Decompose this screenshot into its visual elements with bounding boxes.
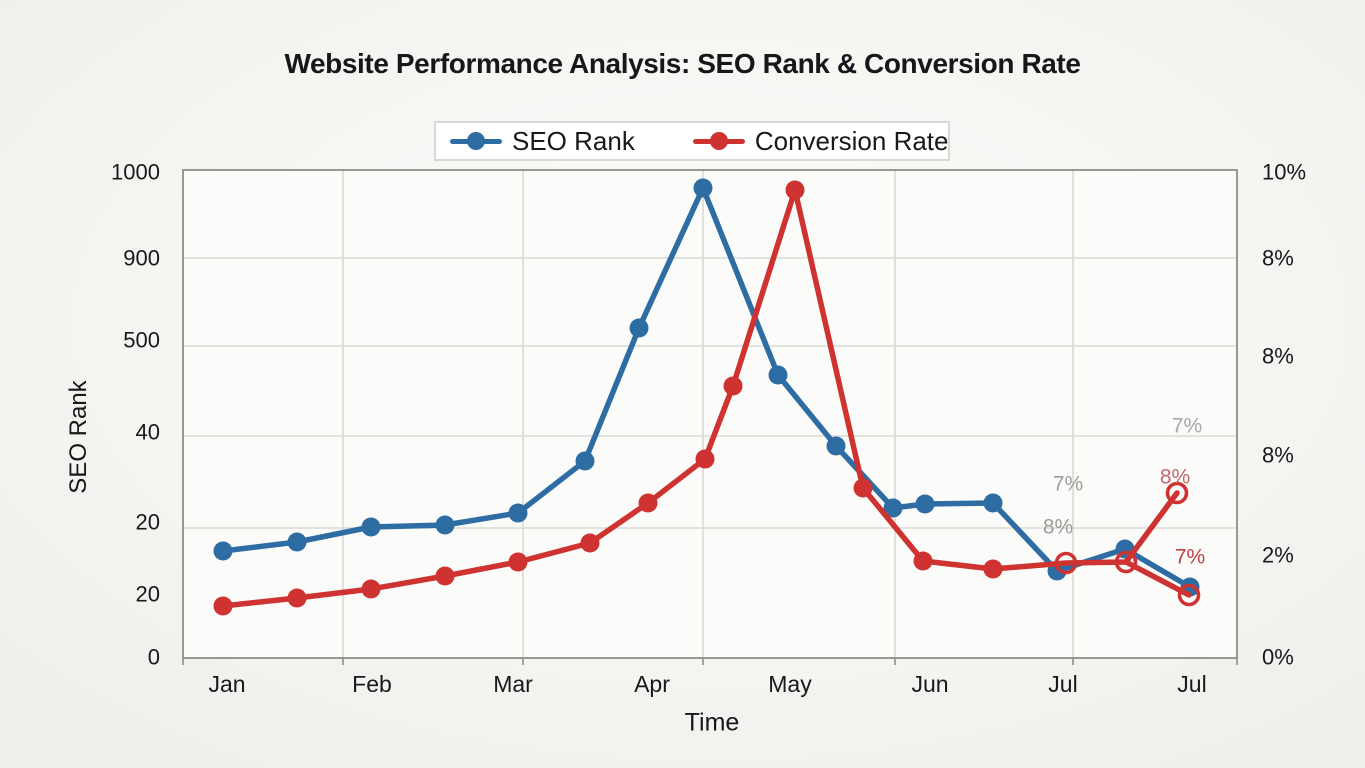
right-axis-tick-label: 2% — [1262, 543, 1294, 568]
seo-rank-point — [915, 494, 935, 514]
conversion-rate-branch-line — [1123, 559, 1192, 598]
seo-rank-point — [287, 532, 307, 552]
chart-title: Website Performance Analysis: SEO Rank &… — [284, 48, 1081, 79]
left-axis-tick-label: 40 — [136, 420, 160, 445]
data-label-annotation: 7% — [1053, 473, 1083, 496]
x-axis-tick-label: Feb — [352, 671, 392, 697]
seo-rank-point — [508, 503, 528, 523]
seo-rank-point — [575, 451, 595, 471]
right-axis-tick-label: 0% — [1262, 645, 1294, 670]
data-label-annotation: 8% — [1043, 516, 1073, 539]
conversion-rate-point — [723, 376, 743, 396]
left-axis-tick-label: 1000 — [111, 160, 160, 185]
seo-rank-point — [883, 498, 903, 518]
conversion-rate-branch-open-point — [1177, 583, 1201, 607]
left-axis-tick-label: 500 — [123, 328, 160, 353]
left-axis-tick-label: 900 — [123, 246, 160, 271]
left-axis-tick-label: 20 — [136, 582, 160, 607]
conversion-rate-legend-marker-icon — [692, 138, 745, 144]
seo-rank-point — [629, 318, 649, 338]
conversion-rate-open-point — [1054, 551, 1078, 575]
right-axis-tick-label: 10% — [1262, 160, 1306, 185]
x-axis-tick-label: Jan — [208, 671, 245, 697]
conversion-rate-open-point — [1165, 481, 1189, 505]
conversion-rate-point — [853, 478, 873, 498]
seo-rank-point — [693, 178, 713, 198]
data-label-annotation: 8% — [1160, 466, 1190, 489]
seo-rank-point — [826, 436, 846, 456]
x-axis-tick-label: Mar — [493, 671, 533, 697]
x-axis-title: Time — [684, 708, 740, 737]
seo-rank-legend-marker-icon — [450, 138, 502, 144]
legend-item-seo-rank: SEO Rank — [450, 126, 635, 157]
plot-border — [182, 169, 1238, 659]
x-axis-tick-label: Jul — [1177, 671, 1206, 697]
right-axis-tick-label: 8% — [1262, 246, 1294, 271]
conversion-rate-point — [361, 579, 381, 599]
conversion-rate-point — [785, 180, 805, 200]
x-axis-tick-label: Jul — [1048, 671, 1077, 697]
conversion-rate-open-point — [1114, 550, 1138, 574]
seo-rank-point — [983, 493, 1003, 513]
legend-label-conversion-rate: Conversion Rate — [754, 125, 949, 156]
conversion-rate-point — [580, 533, 600, 553]
conversion-rate-line — [220, 187, 1180, 609]
seo-rank-line — [220, 185, 1193, 590]
legend-label-seo-rank: SEO Rank — [512, 125, 635, 156]
conversion-rate-point — [287, 588, 307, 608]
seo-rank-point — [768, 365, 788, 385]
seo-rank-point — [435, 515, 455, 535]
conversion-rate-point — [508, 552, 528, 572]
x-axis-tick-label: Apr — [634, 671, 670, 697]
seo-rank-point — [213, 541, 233, 561]
left-axis-tick-label: 0 — [148, 645, 160, 670]
x-axis-tick-label: Jun — [911, 671, 948, 697]
data-label-annotation: 7% — [1175, 546, 1205, 569]
conversion-rate-point — [983, 559, 1003, 579]
legend: SEO Rank Conversion Rate — [434, 121, 950, 161]
conversion-rate-point — [638, 493, 658, 513]
left-axis-tick-label: 20 — [136, 510, 160, 535]
plot-area — [183, 170, 1237, 658]
conversion-rate-point — [213, 596, 233, 616]
legend-item-conversion-rate: Conversion Rate — [692, 125, 949, 157]
conversion-rate-point — [913, 551, 933, 571]
seo-rank-point — [361, 517, 381, 537]
right-axis-tick-label: 8% — [1262, 344, 1294, 369]
conversion-rate-point — [435, 566, 455, 586]
conversion-rate-point — [695, 449, 715, 469]
right-axis-tick-label: 8% — [1262, 443, 1294, 468]
data-label-annotation: 7% — [1172, 415, 1202, 438]
x-axis-tick-label: May — [768, 671, 812, 697]
